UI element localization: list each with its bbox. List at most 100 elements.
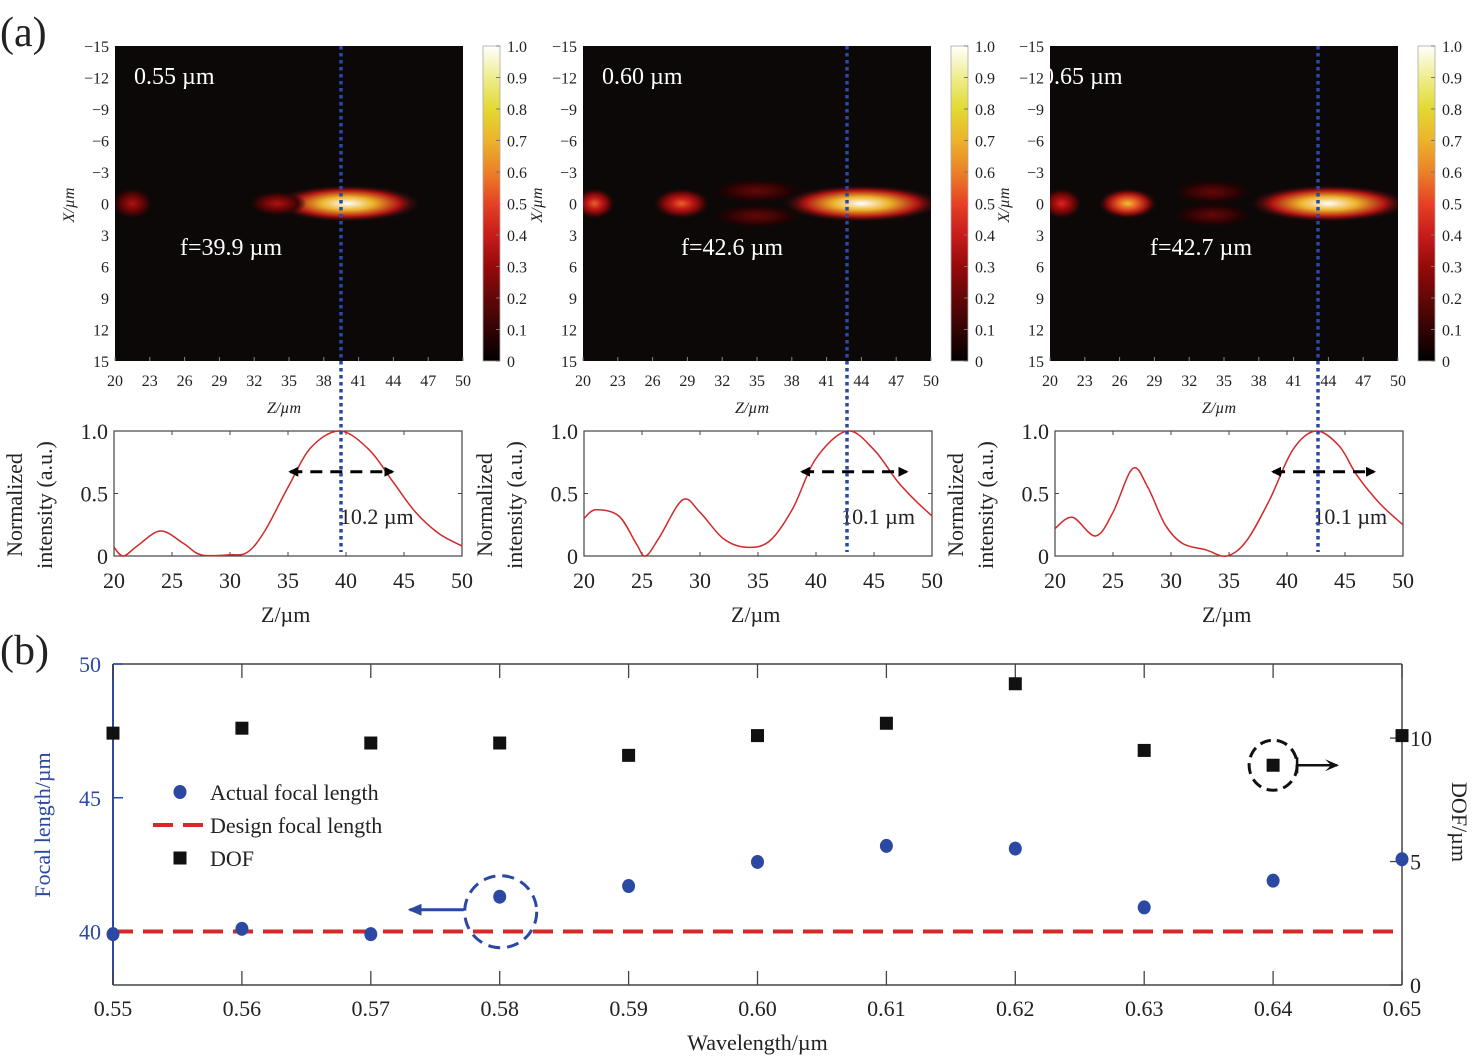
x-axis-label: Z/µm [1202, 400, 1236, 417]
x-tick-label: 0.59 [609, 996, 648, 1021]
colorbar-tick-label: 0.5 [1442, 197, 1462, 214]
x-tick-label: 29 [211, 373, 227, 390]
colorbar-tick-label: 0 [1442, 354, 1450, 371]
colorbar-tick-label: 0.8 [975, 102, 995, 119]
x-tick-label: 29 [1146, 373, 1162, 390]
colorbar-tick-label: 0.3 [507, 260, 527, 277]
y-tick-label: −12 [1019, 71, 1044, 88]
x-tick-label: 26 [645, 373, 661, 390]
colorbar-tick-label: 0.8 [1442, 102, 1462, 119]
colorbar-tick-label: 0.1 [1442, 323, 1462, 340]
x-tick-label: 26 [177, 373, 193, 390]
x-tick-label: 44 [1320, 373, 1336, 390]
x-tick-label: 0.58 [480, 996, 519, 1021]
y-axis-label-line1: Normalized [943, 453, 968, 557]
focal-length-point [235, 921, 249, 936]
y-right-axis-label: DOF/µm [1447, 782, 1472, 862]
y-tick-label: −9 [92, 102, 109, 119]
highlight-circle-focal [463, 874, 539, 950]
legend-marker-dof [173, 851, 187, 865]
x-tick-label: 40 [1276, 568, 1298, 593]
colorbar-tick-label: 0.1 [507, 323, 527, 340]
y-tick-label: 3 [101, 228, 109, 245]
y-tick-label: 1.0 [1022, 419, 1050, 444]
colorbar-tick-label: 1.0 [507, 39, 527, 56]
intensity-plot-2: 20 25 30 35 40 45 50 0 0.5 1.0 Z/µm Normalized inten… [472, 419, 943, 627]
y-tick-label: −6 [92, 134, 109, 151]
focal-length-point [493, 889, 507, 904]
dof-label: 10.1 µm [1313, 504, 1387, 529]
dof-point [1395, 729, 1409, 743]
y-left-tick-label: 50 [79, 652, 101, 677]
colorbar-tick-label: 0.8 [507, 102, 527, 119]
x-tick-label: 29 [679, 373, 695, 390]
colorbar-tick-label: 0.2 [1442, 291, 1462, 308]
focal-length-point [1008, 841, 1022, 856]
intensity-plot-1: 20 25 30 35 40 45 50 0 0.5 1.0 Z/µm Normalized inten… [2, 419, 473, 627]
colorbar-tick-label: 0.6 [507, 165, 527, 182]
x-tick-label: 41 [1286, 373, 1302, 390]
y-tick-label: −9 [560, 102, 577, 119]
hotspot [780, 184, 931, 223]
wavelength-label: 0.55 µm [134, 64, 215, 90]
x-axis-label: Z/µm [261, 602, 310, 627]
dof-point [235, 721, 249, 735]
colorbar-tick-label: 0.4 [975, 228, 995, 245]
y-tick-label: 15 [561, 354, 577, 371]
x-tick-label: 47 [888, 373, 904, 390]
intensity-curve [583, 430, 933, 557]
x-tick-label: 38 [1251, 373, 1267, 390]
hotspot [248, 190, 307, 217]
x-tick-label: 25 [631, 568, 653, 593]
colorbar-tick-label: 1.0 [975, 39, 995, 56]
y-tick-label: 6 [569, 260, 577, 277]
x-tick-label: 0.61 [867, 996, 906, 1021]
y-tick-label: 12 [561, 323, 577, 340]
x-tick-label: 45 [1334, 568, 1356, 593]
y-right-tick-label: 5 [1410, 850, 1421, 875]
hotspot [1247, 184, 1398, 223]
colorbar-tick-label: 0.7 [507, 134, 527, 151]
x-tick-label: 0.62 [996, 996, 1035, 1021]
x-tick-label: 23 [142, 373, 158, 390]
x-tick-label: 32 [714, 373, 730, 390]
y-tick-label: 0.5 [551, 482, 579, 507]
x-tick-label: 41 [819, 373, 835, 390]
x-tick-label: 50 [921, 568, 943, 593]
hotspot [583, 187, 616, 220]
y-tick-label: 12 [93, 323, 109, 340]
x-tick-label: 30 [689, 568, 711, 593]
heatmap-intensity: 0.55 µm [115, 64, 423, 223]
x-axis-label: Z/µm [267, 400, 301, 417]
focal-length-point [622, 879, 636, 894]
colorbar-tick-label: 1.0 [1442, 39, 1462, 56]
hotspot [1097, 187, 1158, 220]
x-tick-label: 38 [784, 373, 800, 390]
hotspot [652, 187, 711, 220]
y-tick-label: 9 [101, 291, 109, 308]
intensity-curve [1054, 430, 1404, 557]
dof-point [493, 736, 507, 750]
wavelength-label: 0.60 µm [602, 64, 683, 90]
x-tick-label: 45 [863, 568, 885, 593]
y-tick-label: −15 [552, 39, 577, 56]
x-tick-label: 35 [277, 568, 299, 593]
x-tick-label: 40 [805, 568, 827, 593]
x-axis-label: Wavelength/µm [687, 1030, 827, 1055]
dof-point [879, 716, 893, 730]
y-tick-label: −15 [1019, 39, 1044, 56]
x-tick-label: 0.55 [94, 996, 133, 1021]
x-axis-label: Z/µm [731, 602, 780, 627]
colorbar-tick-label: 0.2 [507, 291, 527, 308]
y-tick-label: 0 [569, 197, 577, 214]
focal-length-point [1137, 900, 1151, 915]
panel-label-b: (b) [0, 628, 49, 674]
y-tick-label: 0 [1036, 197, 1044, 214]
x-tick-label: 35 [749, 373, 765, 390]
x-tick-label: 26 [1112, 373, 1128, 390]
hotspot [1171, 179, 1253, 205]
y-tick-label: 0 [567, 544, 578, 569]
x-tick-label: 40 [335, 568, 357, 593]
panel-label-a: (a) [0, 10, 47, 56]
